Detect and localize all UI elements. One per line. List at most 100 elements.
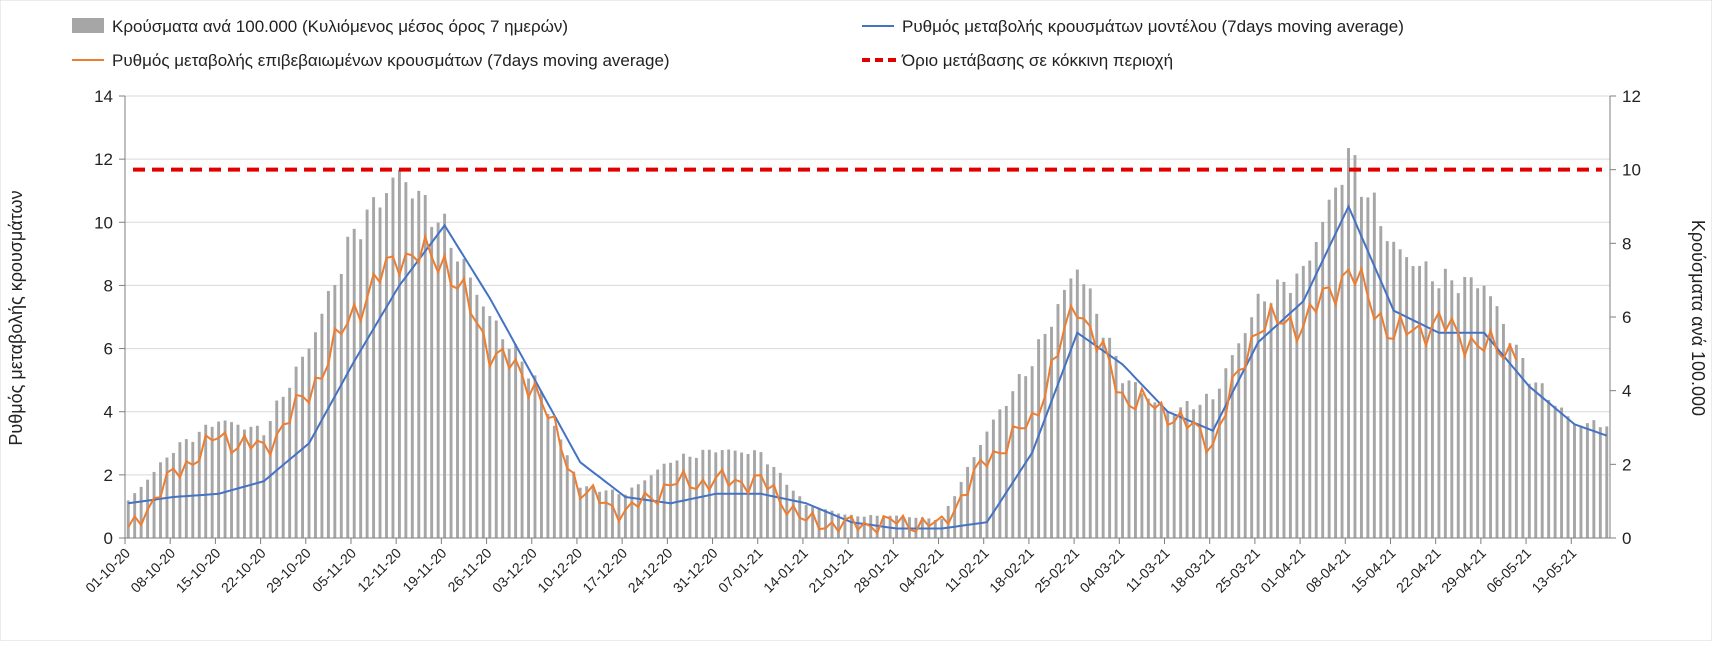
cases-bar (824, 509, 827, 538)
cases-bar (1489, 296, 1493, 538)
cases-bar (242, 429, 246, 538)
cases-bar (456, 261, 459, 538)
cases-bar (746, 454, 750, 538)
cases-bar (288, 387, 292, 538)
cases-bar (126, 500, 130, 538)
cases-bar (1347, 147, 1350, 538)
cases-bar (1153, 402, 1157, 538)
cases-bar (152, 471, 156, 538)
cases-bar (836, 513, 840, 538)
cases-bar (1398, 249, 1402, 538)
cases-bar (1437, 288, 1441, 538)
cases-bar (1101, 337, 1105, 538)
cases-bar (501, 339, 505, 538)
cases-bar (410, 198, 414, 538)
cases-bar (385, 193, 388, 538)
cases-bar (817, 508, 821, 538)
cases-bar (1540, 383, 1544, 538)
cases-bar (1011, 391, 1015, 538)
cases-bar (1598, 427, 1602, 538)
cases-bar (1327, 199, 1331, 539)
right-tick-label: 0 (1622, 529, 1631, 548)
cases-bar (1062, 289, 1066, 538)
left-tick-label: 0 (104, 529, 113, 548)
cases-bar (1308, 260, 1312, 538)
cases-bar (1198, 404, 1202, 538)
right-tick-label: 2 (1622, 455, 1631, 474)
cases-bar (1250, 317, 1254, 538)
cases-bar (352, 228, 356, 538)
cases-bar (1527, 383, 1531, 538)
cases-bar (333, 284, 337, 538)
legend-label: Ρυθμός μεταβολής επιβεβαιωμένων κρουσμάτ… (112, 51, 670, 70)
cases-bar (1237, 343, 1241, 538)
cases-bar (262, 435, 266, 538)
cases-bar (972, 457, 976, 538)
cases-bar (1269, 303, 1273, 538)
cases-bar (1321, 221, 1325, 538)
cases-bar (1024, 376, 1028, 538)
legend: Κρούσματα ανά 100.000 (Κυλιόμενος μέσος … (72, 17, 1404, 70)
cases-bar (178, 442, 182, 538)
cases-bar (1230, 355, 1234, 538)
cases-bar (1179, 407, 1183, 538)
cases-bar (159, 462, 162, 538)
cases-bar (669, 462, 673, 538)
legend-label: Όριο μετάβασης σε κόκκινη περιοχή (901, 51, 1173, 70)
cases-bar (1418, 265, 1421, 538)
cases-bar (1146, 398, 1150, 538)
legend-label: Κρούσματα ανά 100.000 (Κυλιόμενος μέσος … (112, 17, 568, 36)
cases-bar (514, 344, 518, 538)
cases-bar (320, 313, 324, 538)
cases-bar (740, 452, 744, 538)
left-axis-title: Ρυθμός μεταβολής κρουσμάτων (6, 190, 26, 445)
cases-bar (630, 487, 634, 538)
right-tick-label: 8 (1622, 234, 1631, 253)
cases-bar (1534, 382, 1538, 538)
cases-bar (830, 510, 834, 538)
cases-bar (572, 471, 576, 538)
cases-bar (862, 516, 866, 538)
cases-bar (339, 273, 343, 538)
right-tick-label: 10 (1622, 161, 1641, 180)
cases-bar (591, 487, 595, 538)
cases-bar (966, 466, 970, 538)
cases-bar (1166, 411, 1170, 538)
cases-bar (1243, 333, 1247, 538)
cases-bar (765, 464, 769, 538)
cases-bar (462, 258, 466, 538)
cases-bar (1288, 292, 1292, 538)
cases-bar (436, 222, 440, 539)
cases-bar (1276, 279, 1279, 538)
cases-bar (475, 294, 479, 538)
cases-bar (991, 419, 995, 538)
cases-bar (404, 182, 408, 539)
cases-bar (552, 425, 556, 538)
cases-bar (901, 516, 905, 538)
cases-bar (468, 277, 472, 538)
right-tick-label: 6 (1622, 308, 1631, 327)
cases-bar (785, 484, 789, 538)
cases-bar (701, 449, 705, 538)
cases-bar (1502, 323, 1505, 538)
cases-bar (636, 484, 640, 538)
cases-bar (895, 515, 899, 538)
cases-bar (249, 426, 253, 538)
cases-bar (985, 431, 989, 538)
cases-bar (1082, 284, 1086, 538)
cases-bar (811, 506, 815, 538)
cases-bar (843, 514, 847, 538)
cases-bar (1159, 405, 1163, 538)
cases-bar (559, 439, 563, 538)
cases-bar (714, 452, 718, 538)
cases-bar (1430, 281, 1434, 538)
cases-bar (1359, 196, 1363, 538)
cases-bar (791, 490, 795, 538)
cases-bar (1069, 278, 1073, 538)
cases-bar (1585, 423, 1589, 538)
cases-bar (1127, 380, 1131, 538)
cases-bar (1056, 304, 1060, 538)
cases-bar (217, 421, 221, 538)
cases-bar (623, 494, 627, 538)
cases-bar (520, 361, 524, 538)
